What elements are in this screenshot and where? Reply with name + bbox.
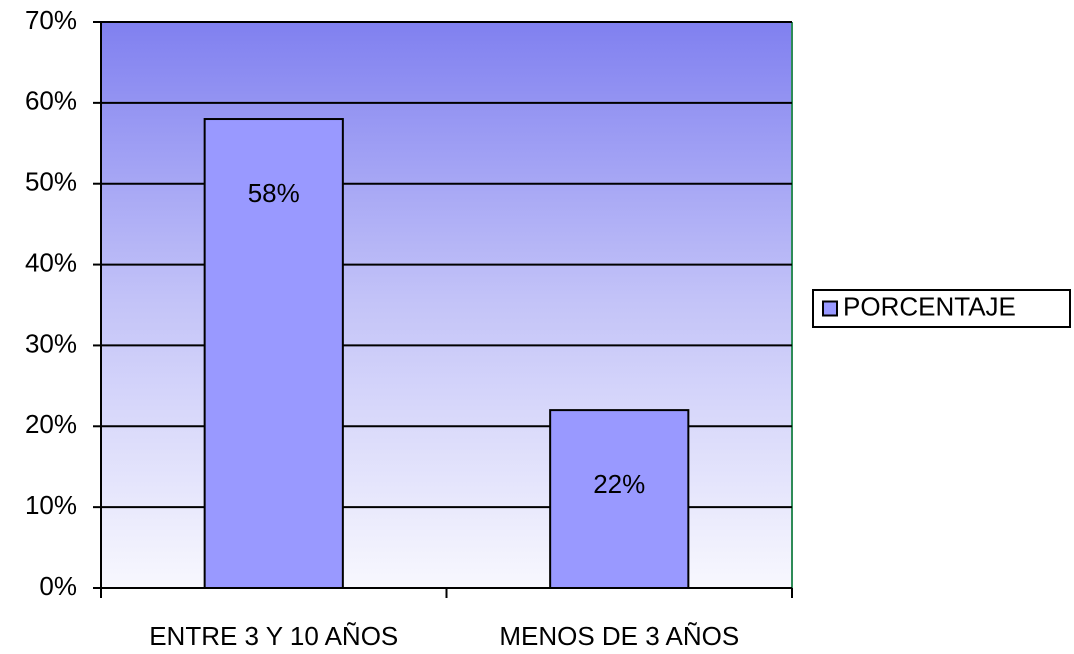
x-tick-label: MENOS DE 3 AÑOS (499, 621, 739, 651)
y-tick-label: 70% (25, 5, 77, 35)
y-tick-label: 50% (25, 167, 77, 197)
y-tick-label: 60% (25, 86, 77, 116)
y-tick-label: 0% (39, 571, 77, 601)
legend-label: PORCENTAJE (843, 291, 1016, 321)
y-tick-label: 40% (25, 247, 77, 277)
data-label: 58% (248, 178, 300, 208)
bar (549, 409, 690, 589)
legend-swatch (822, 300, 838, 317)
y-tick-label: 10% (25, 490, 77, 520)
y-tick-label: 30% (25, 328, 77, 358)
y-tick-label: 20% (25, 409, 77, 439)
bar (203, 118, 344, 590)
legend-box (812, 289, 1071, 328)
data-label: 22% (593, 469, 645, 499)
x-tick-label: ENTRE 3 Y 10 AÑOS (149, 621, 398, 651)
